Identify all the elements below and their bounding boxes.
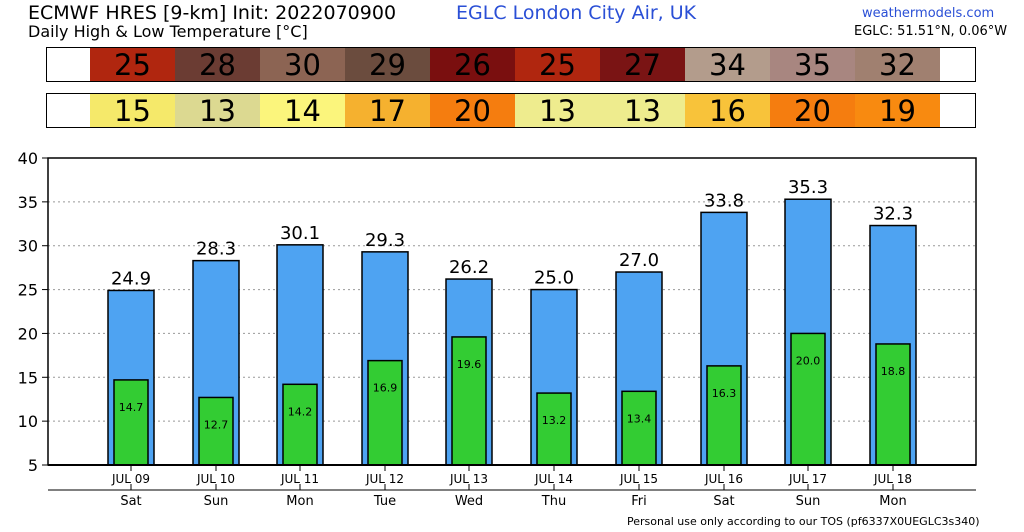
low-temp-label: 20.0	[796, 354, 821, 367]
low-temp-label: 13.2	[542, 414, 567, 427]
x-tick-label: JUL 13	[449, 472, 488, 486]
low-temp-label: 16.3	[712, 387, 737, 400]
x-tick-label: JUL 14	[534, 472, 573, 486]
low-temp-label: 19.6	[457, 358, 482, 371]
low-temp-bar	[536, 392, 572, 466]
y-tick-label: 25	[18, 281, 38, 300]
low-temp-cell: 15	[90, 94, 175, 128]
low-temp-cell: 13	[175, 94, 260, 128]
low-temp-bar	[113, 379, 149, 466]
low-temp-label: 12.7	[204, 418, 229, 431]
low-temp-bar	[706, 365, 742, 466]
high-temp-label: 24.9	[111, 268, 151, 289]
y-tick-label: 40	[18, 149, 38, 168]
weekday-label: Fri	[631, 494, 647, 509]
x-tick-label: JUL 18	[873, 472, 912, 486]
model-title: ECMWF HRES [9-km] Init: 2022070900	[28, 2, 397, 24]
high-temp-cell: 26	[430, 48, 515, 82]
low-temp-bar	[367, 359, 403, 466]
low-temp-strip: 15 13 14 17 20 13 13 16 20 19	[46, 93, 976, 128]
weekday-label: Sun	[796, 494, 821, 509]
weekday-label: Sat	[713, 494, 734, 509]
high-temp-label: 28.3	[196, 239, 236, 260]
location-title: EGLC London City Air, UK	[456, 2, 697, 24]
weekday-label: Mon	[879, 494, 906, 509]
low-temp-cell: 14	[260, 94, 345, 128]
low-temp-bar	[875, 343, 911, 466]
high-temp-strip: 25 28 30 29 26 25 27 34 35 32	[46, 47, 976, 82]
low-temp-label: 16.9	[373, 382, 398, 395]
weekday-label: Sun	[204, 494, 229, 509]
high-temp-cell: 30	[260, 48, 345, 82]
high-temp-label: 30.1	[280, 223, 320, 244]
site-link[interactable]: weathermodels.com	[862, 6, 995, 21]
low-temp-cell: 13	[600, 94, 685, 128]
low-temp-cell: 16	[685, 94, 770, 128]
high-temp-cell: 32	[855, 48, 940, 82]
y-tick-label: 5	[28, 456, 38, 475]
weekday-label: Thu	[541, 494, 566, 509]
y-tick-label: 10	[18, 412, 38, 431]
y-tick-label: 30	[18, 237, 38, 256]
x-tick-label: JUL 15	[619, 472, 658, 486]
weekday-label: Mon	[286, 494, 313, 509]
x-tick-label: JUL 16	[704, 472, 743, 486]
high-temp-cell: 28	[175, 48, 260, 82]
low-temp-bar	[790, 332, 826, 466]
low-temp-label: 14.2	[288, 405, 313, 418]
y-tick-label: 20	[18, 324, 38, 343]
weekday-label: Wed	[455, 494, 483, 509]
x-tick-label: JUL 09	[111, 472, 150, 486]
low-temp-label: 13.4	[627, 412, 652, 425]
high-temp-label: 33.8	[704, 190, 744, 211]
low-temp-bar	[282, 383, 318, 466]
high-temp-cell: 27	[600, 48, 685, 82]
high-temp-cell: 34	[685, 48, 770, 82]
low-temp-label: 18.8	[881, 365, 906, 378]
x-tick-label: JUL 17	[788, 472, 827, 486]
station-coords: EGLC: 51.51°N, 0.06°W	[854, 24, 1008, 39]
low-temp-cell: 13	[515, 94, 600, 128]
x-tick-label: JUL 10	[196, 472, 235, 486]
low-temp-bar	[451, 336, 487, 466]
low-temp-bar	[621, 390, 657, 466]
high-temp-label: 35.3	[788, 177, 828, 198]
high-temp-cell: 35	[770, 48, 855, 82]
low-temp-cell: 20	[430, 94, 515, 128]
low-temp-label: 14.7	[119, 401, 144, 414]
high-temp-label: 26.2	[449, 257, 489, 278]
low-temp-cell: 19	[855, 94, 940, 128]
high-temp-label: 25.0	[534, 268, 574, 289]
high-temp-cell: 29	[345, 48, 430, 82]
high-temp-cell: 25	[515, 48, 600, 82]
plot-frame	[47, 157, 977, 466]
x-tick-label: JUL 12	[365, 472, 404, 486]
chart-subtitle: Daily High & Low Temperature [°C]	[28, 22, 308, 41]
low-temp-cell: 20	[770, 94, 855, 128]
y-tick-label: 15	[18, 368, 38, 387]
weekday-label: Sat	[120, 494, 141, 509]
low-temp-cell: 17	[345, 94, 430, 128]
high-temp-cell: 25	[90, 48, 175, 82]
weekday-label: Tue	[373, 494, 396, 509]
high-temp-label: 29.3	[365, 230, 405, 251]
footer-note: Personal use only according to our TOS (…	[627, 515, 980, 528]
y-tick-label: 35	[18, 193, 38, 212]
x-tick-label: JUL 11	[280, 472, 319, 486]
high-temp-label: 32.3	[873, 204, 913, 225]
high-temp-label: 27.0	[619, 250, 659, 271]
